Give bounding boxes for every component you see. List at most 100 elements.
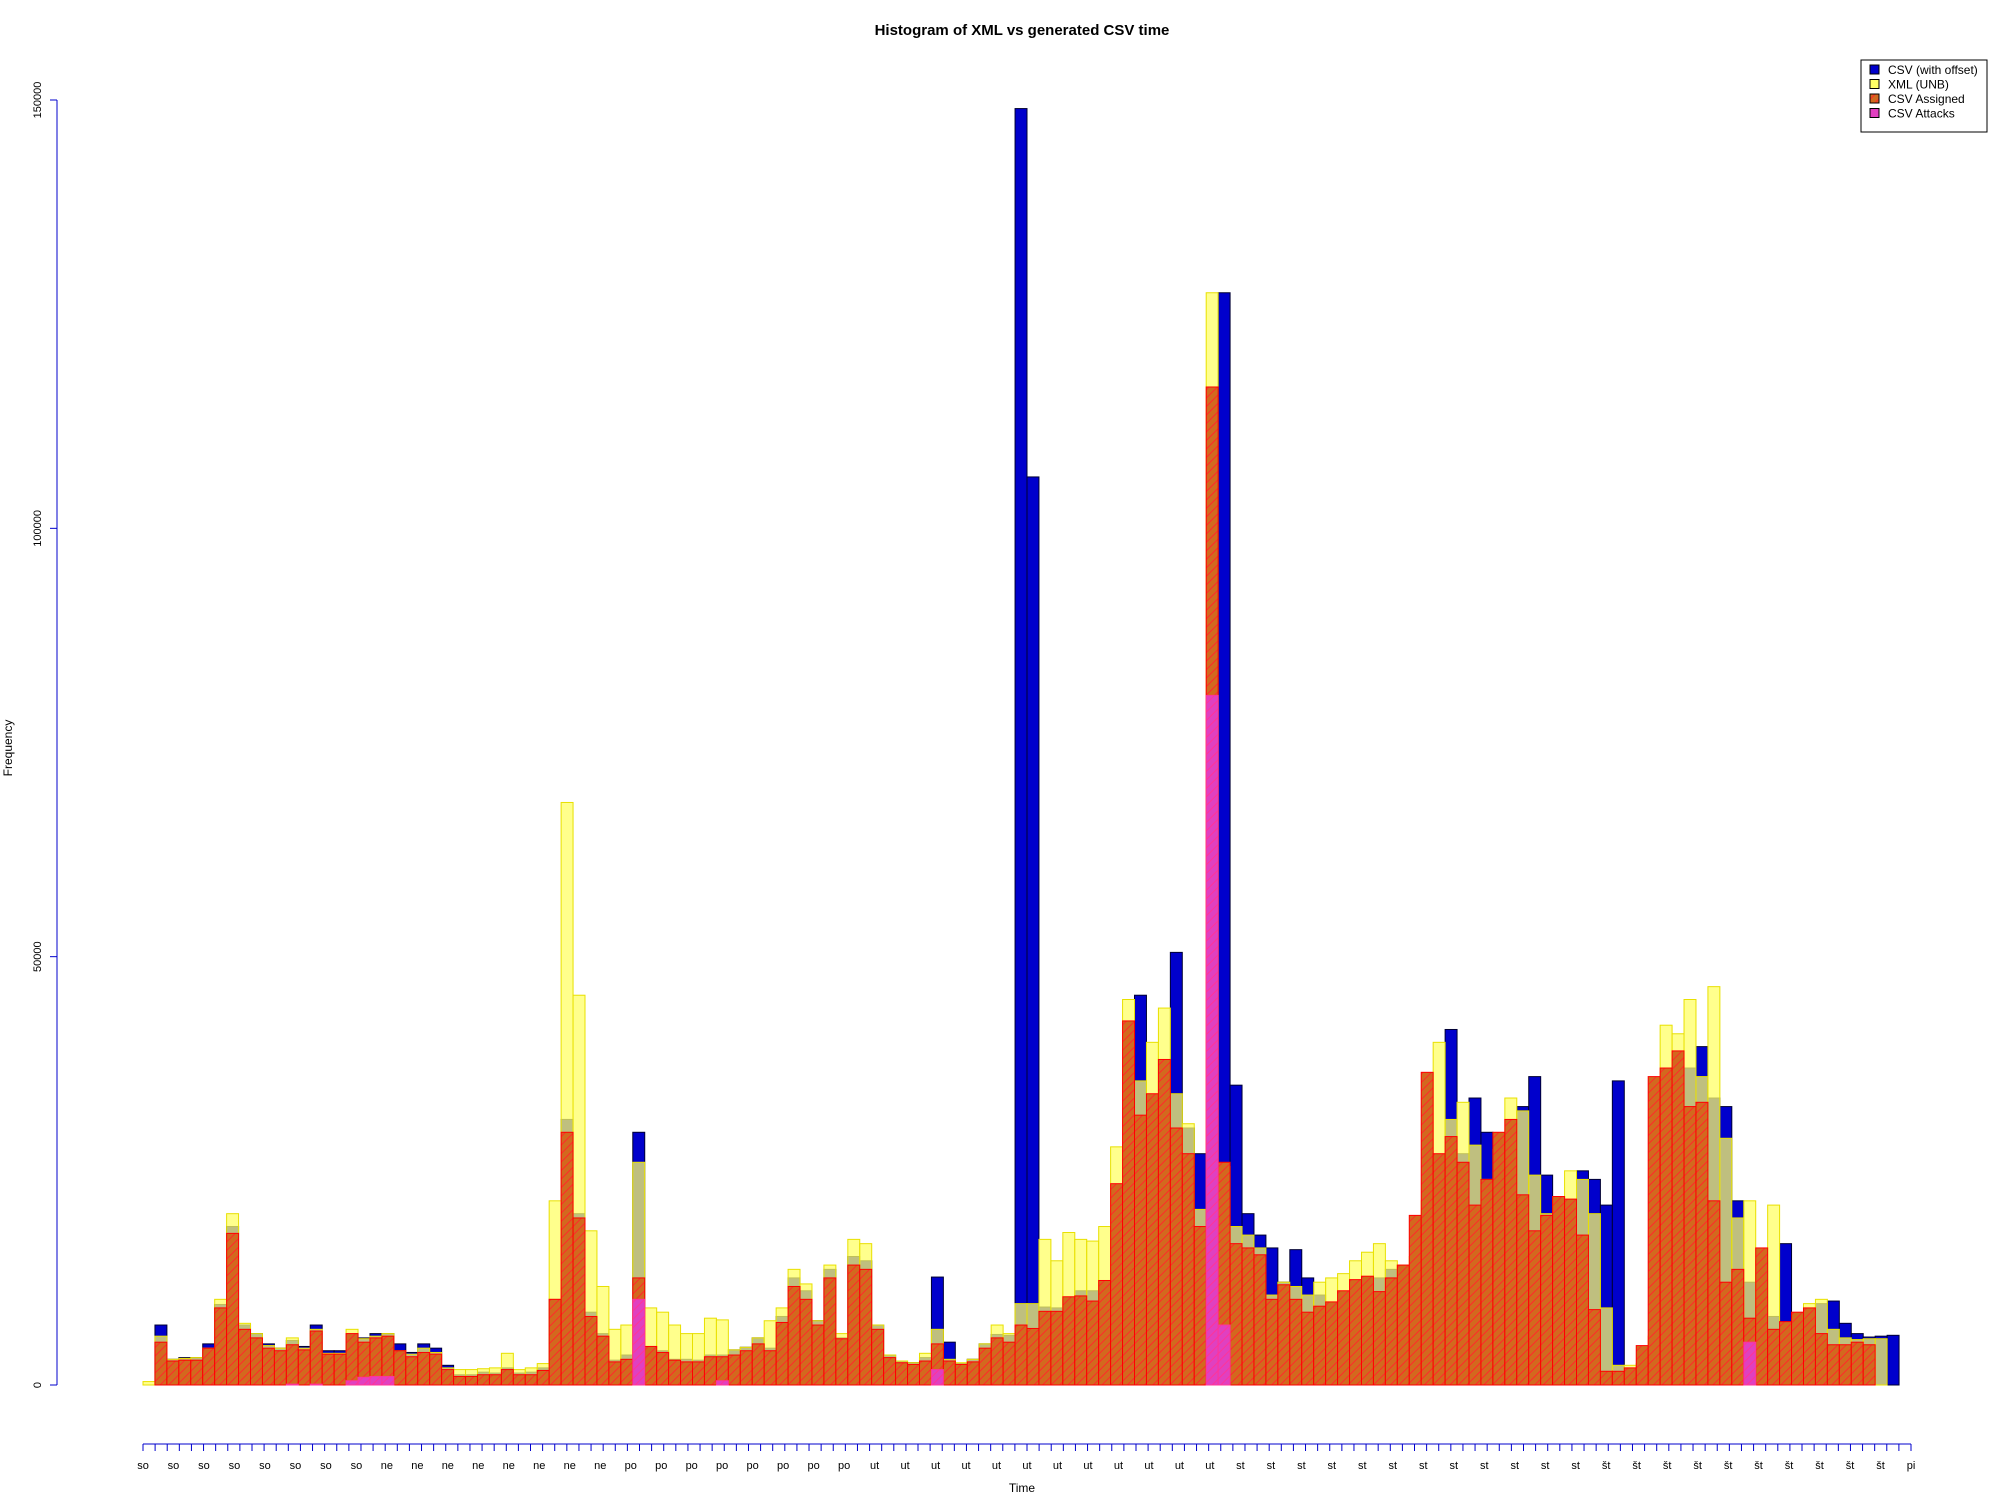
- bar-2-29: [488, 1374, 502, 1386]
- bar-0-74: [1026, 476, 1040, 1386]
- bar-3-41: [632, 1298, 646, 1386]
- bar-3-66: [930, 1369, 944, 1386]
- bar-2-40: [620, 1358, 634, 1386]
- x-tick-label-52: št: [1724, 1460, 1733, 1472]
- bar-2-76: [1050, 1310, 1064, 1386]
- bar-2-16: [333, 1353, 347, 1386]
- bar-2-123: [1611, 1370, 1625, 1386]
- bar-2-144: [1862, 1344, 1876, 1386]
- x-tick-label-5: so: [290, 1460, 302, 1472]
- bar-2-91: [1229, 1243, 1243, 1386]
- bar-2-37: [584, 1315, 598, 1386]
- bar-2-43: [656, 1351, 670, 1386]
- bar-2-46: [692, 1361, 705, 1386]
- legend-box: [1860, 59, 1988, 133]
- x-tick-label-11: ne: [472, 1460, 484, 1472]
- x-tick-label-35: ut: [1205, 1460, 1214, 1472]
- bar-2-117: [1540, 1214, 1554, 1386]
- bar-2-81: [1110, 1183, 1124, 1386]
- bar-3-89: [1205, 694, 1219, 1386]
- x-tick-label-36: st: [1236, 1460, 1245, 1472]
- bar-2-136: [1767, 1328, 1781, 1386]
- bar-2-130: [1695, 1101, 1709, 1386]
- bar-2-59: [847, 1264, 861, 1386]
- x-tick-label-9: ne: [411, 1460, 423, 1472]
- bar-2-78: [1074, 1295, 1088, 1386]
- bar-2-44: [668, 1359, 682, 1386]
- bar-3-48: [715, 1380, 729, 1386]
- x-tick-label-4: so: [259, 1460, 271, 1472]
- x-tick-label-41: st: [1389, 1460, 1398, 1472]
- bar-2-70: [978, 1347, 992, 1386]
- bar-2-38: [596, 1335, 610, 1386]
- bar-3-17: [345, 1380, 359, 1386]
- bar-2-129: [1683, 1106, 1697, 1386]
- x-tick-label-55: št: [1815, 1460, 1824, 1472]
- bar-2-1: [154, 1341, 168, 1386]
- bar-2-115: [1516, 1194, 1530, 1386]
- bar-2-10: [261, 1347, 275, 1386]
- bar-2-109: [1444, 1136, 1458, 1386]
- bar-2-96: [1289, 1298, 1303, 1386]
- bar-2-56: [811, 1324, 825, 1386]
- bar-2-118: [1552, 1196, 1566, 1386]
- x-tick-label-50: št: [1663, 1460, 1672, 1472]
- bar-2-47: [703, 1356, 717, 1386]
- bar-2-61: [871, 1328, 885, 1386]
- bar-2-58: [835, 1338, 849, 1386]
- legend-label-0: CSV (with offset): [1888, 63, 1978, 77]
- x-tick-label-28: ut: [992, 1460, 1001, 1472]
- x-tick-label-19: po: [716, 1460, 728, 1472]
- x-tick-label-22: po: [807, 1460, 819, 1472]
- bar-2-65: [918, 1360, 932, 1386]
- bar-2-55: [799, 1298, 813, 1386]
- bar-2-101: [1349, 1279, 1362, 1386]
- bar-0-146: [1886, 1334, 1900, 1386]
- x-tick-label-39: st: [1328, 1460, 1337, 1472]
- x-tick-label-38: st: [1297, 1460, 1306, 1472]
- x-tick-label-32: ut: [1114, 1460, 1123, 1472]
- x-tick-label-6: so: [320, 1460, 332, 1472]
- bar-2-140: [1814, 1333, 1828, 1386]
- bar-2-27: [465, 1375, 478, 1386]
- x-tick-label-23: po: [838, 1460, 850, 1472]
- x-tick-label-31: ut: [1083, 1460, 1092, 1472]
- x-tick-label-10: ne: [442, 1460, 454, 1472]
- x-tick-label-25: ut: [900, 1460, 909, 1472]
- x-tick-label-12: ne: [503, 1460, 515, 1472]
- bar-2-26: [453, 1375, 467, 1386]
- x-axis-label: Time: [1009, 1481, 1036, 1495]
- x-tick-label-29: ut: [1022, 1460, 1031, 1472]
- bar-2-107: [1420, 1071, 1434, 1386]
- bar-2-24: [429, 1353, 443, 1386]
- bar-2-72: [1002, 1341, 1016, 1386]
- bar-3-20: [381, 1375, 395, 1386]
- bar-2-69: [966, 1361, 980, 1386]
- bar-2-128: [1671, 1050, 1685, 1386]
- bar-2-28: [476, 1374, 490, 1386]
- bar-2-71: [990, 1337, 1004, 1386]
- bar-2-104: [1384, 1277, 1398, 1386]
- bar-2-97: [1301, 1311, 1315, 1386]
- x-tick-label-37: st: [1267, 1460, 1276, 1472]
- bar-2-126: [1647, 1076, 1661, 1386]
- bar-2-13: [297, 1349, 311, 1386]
- bar-2-15: [321, 1353, 335, 1386]
- bar-2-132: [1719, 1281, 1733, 1386]
- bar-2-92: [1241, 1247, 1255, 1386]
- y-axis-label: Frequency: [1, 720, 15, 777]
- bar-2-100: [1337, 1290, 1351, 1386]
- x-tick-label-57: št: [1876, 1460, 1885, 1472]
- bar-3-14: [309, 1383, 323, 1386]
- bar-3-19: [369, 1375, 383, 1386]
- bar-2-119: [1564, 1198, 1578, 1386]
- bar-2-99: [1325, 1301, 1339, 1386]
- x-tick-label-16: po: [625, 1460, 637, 1472]
- x-tick-label-17: po: [655, 1460, 667, 1472]
- bar-2-67: [942, 1360, 956, 1386]
- bar-2-138: [1791, 1311, 1804, 1386]
- bars-group: [142, 108, 1900, 1386]
- bar-2-111: [1468, 1204, 1482, 1386]
- x-tick-label-51: št: [1693, 1460, 1702, 1472]
